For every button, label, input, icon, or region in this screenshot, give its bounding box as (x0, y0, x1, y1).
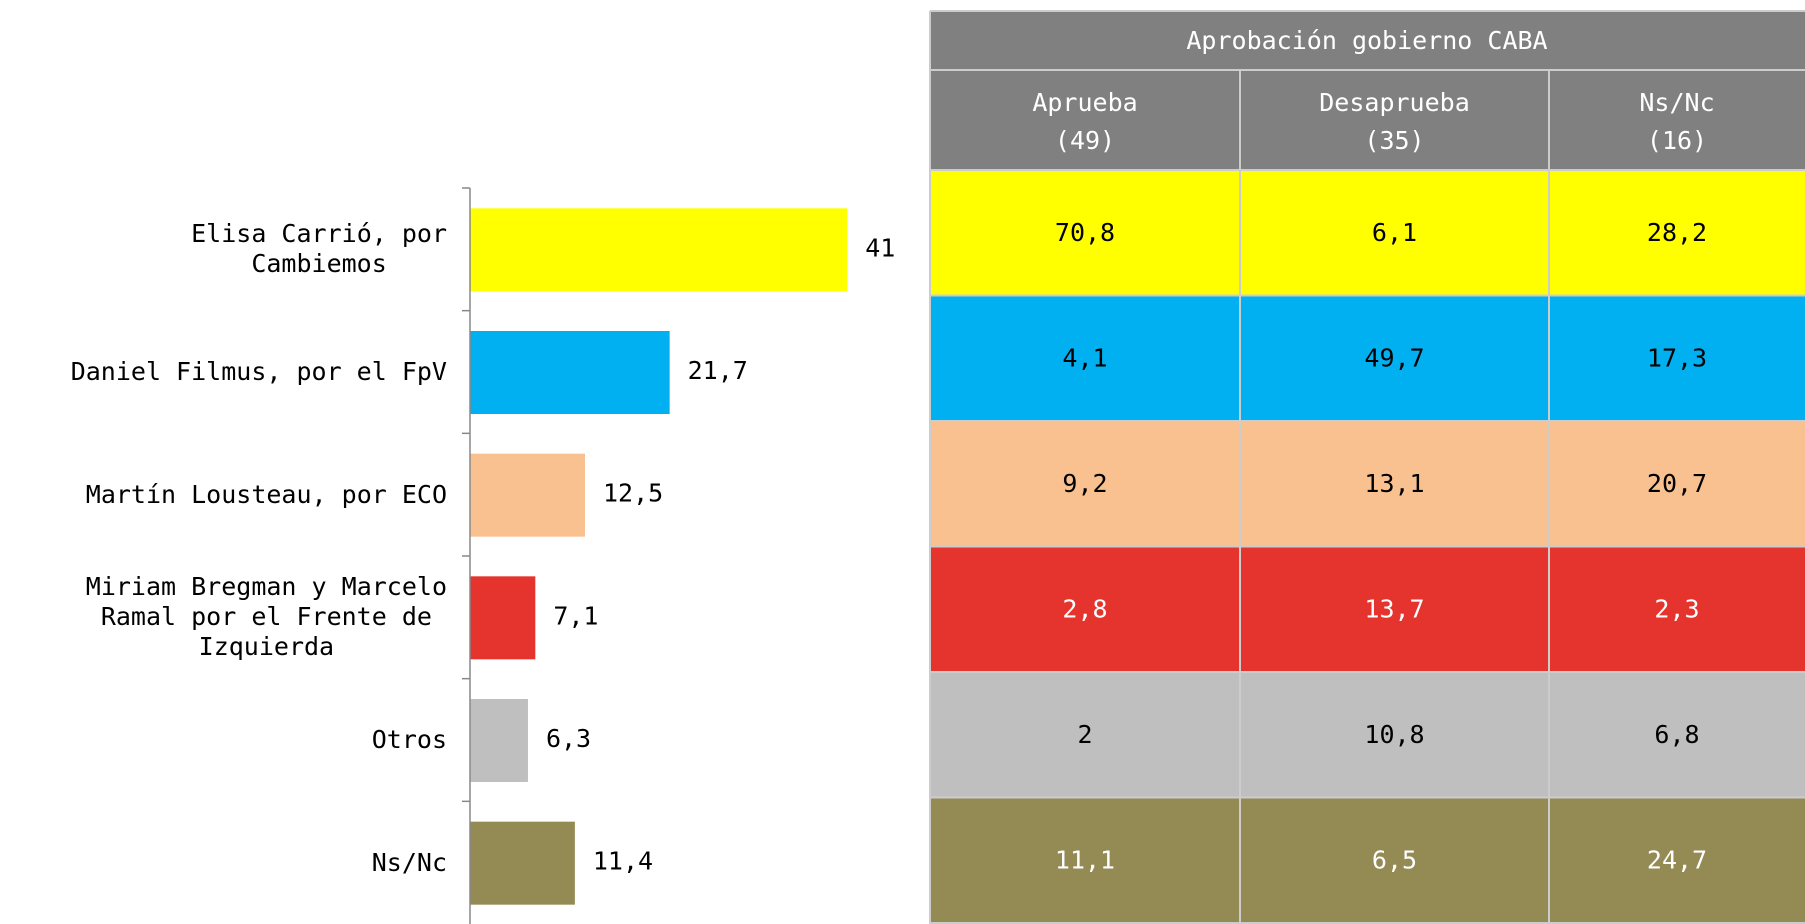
cell-value: 4,1 (1062, 343, 1107, 372)
cell-value: 6,5 (1372, 845, 1417, 874)
category-text: Daniel Filmus, por el FpV (70, 357, 447, 386)
cell-value: 2,3 (1654, 594, 1699, 623)
data-label: 7,1 (553, 601, 598, 630)
cell-value: 13,7 (1364, 594, 1424, 623)
cell-value: 13,1 (1364, 469, 1424, 498)
column-header (930, 71, 1240, 169)
table-header (930, 12, 1805, 69)
data-label: 41 (865, 233, 895, 262)
column-name: Ns/Nc (1639, 88, 1714, 117)
cell-value: 28,2 (1647, 218, 1707, 247)
table-cell (1549, 798, 1805, 924)
table-cell (930, 547, 1240, 673)
table-cell (1240, 798, 1549, 924)
table-cell (1549, 673, 1805, 799)
column-header (1240, 71, 1549, 169)
cell-value: 2 (1077, 720, 1092, 749)
column-n: (16) (1647, 126, 1707, 155)
category-label: Miriam Bregman y Marcelo Ramal por el Fr… (86, 557, 447, 677)
column-n: (49) (1055, 126, 1115, 155)
bar (470, 699, 528, 782)
table-cell (930, 171, 1240, 297)
table-title: Aprobación gobierno CABA (1186, 26, 1547, 55)
table-cell (1240, 171, 1549, 297)
cell-value: 9,2 (1062, 469, 1107, 498)
cell-value: 2,8 (1062, 594, 1107, 623)
data-label: 12,5 (603, 479, 663, 508)
cell-value: 24,7 (1647, 845, 1707, 874)
cell-value: 49,7 (1364, 343, 1424, 372)
data-label: 11,4 (593, 847, 653, 876)
category-label: Elisa Carrió, por Cambiemos (191, 189, 447, 309)
table-cell (930, 422, 1240, 548)
table-cell (1549, 422, 1805, 548)
column-n: (35) (1364, 126, 1424, 155)
table-cell (930, 673, 1240, 799)
cell-value: 6,1 (1372, 218, 1417, 247)
table-cell (1240, 296, 1549, 422)
table-cell (1240, 673, 1549, 799)
column-name: Aprueba (1032, 88, 1137, 117)
bar (470, 453, 585, 537)
data-label: 6,3 (546, 724, 591, 753)
table-cell (1549, 171, 1805, 297)
table-cell (930, 296, 1240, 422)
category-text: Otros (371, 725, 447, 754)
table-cell (1549, 296, 1805, 422)
table-cell (1549, 547, 1805, 673)
cell-value: 6,8 (1654, 720, 1699, 749)
cell-value: 11,1 (1055, 845, 1115, 874)
bar (470, 208, 848, 292)
data-label: 21,7 (688, 356, 748, 385)
category-text: Miriam Bregman y Marcelo Ramal por el Fr… (85, 572, 447, 662)
category-text: Ns/Nc (371, 847, 447, 877)
cell-value: 17,3 (1647, 343, 1707, 372)
bar (470, 331, 670, 414)
bar (470, 821, 575, 905)
cell-value: 20,7 (1647, 469, 1707, 498)
table-cell (930, 798, 1240, 924)
bar (470, 576, 536, 660)
table-cell (1240, 422, 1549, 548)
category-label: Ns/Nc (372, 803, 447, 923)
column-name: Desaprueba (1319, 88, 1470, 117)
table-cell (1240, 547, 1549, 673)
category-text: Martín Lousteau, por ECO (85, 479, 447, 509)
cell-value: 70,8 (1055, 218, 1115, 247)
category-label: Otros (372, 680, 447, 800)
category-label: Martín Lousteau, por ECO (86, 435, 447, 555)
category-label: Daniel Filmus, por el FpV (71, 312, 447, 432)
column-header (1549, 71, 1805, 169)
cell-value: 10,8 (1364, 720, 1424, 749)
category-text: Elisa Carrió, por Cambiemos (191, 219, 447, 279)
